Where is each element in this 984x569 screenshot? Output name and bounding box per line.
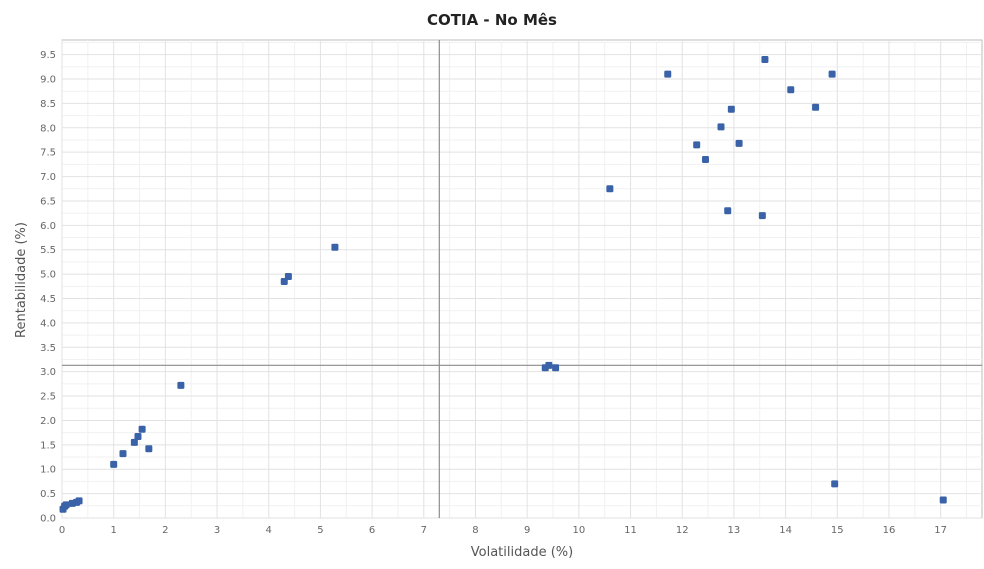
y-tick-label: 5.0 — [40, 270, 56, 281]
x-tick-label: 1 — [110, 525, 116, 536]
data-point — [727, 105, 735, 113]
y-tick-label: 6.0 — [40, 221, 56, 232]
y-tick-label: 1.0 — [40, 465, 56, 476]
data-point — [552, 364, 560, 372]
data-point — [284, 273, 292, 281]
y-axis-label: Rentabilidade (%) — [14, 222, 29, 338]
reference-lines — [62, 40, 982, 518]
y-tick-label: 0.5 — [40, 489, 56, 500]
x-tick-label: 0 — [59, 525, 65, 536]
y-tick-label: 4.5 — [40, 294, 56, 305]
x-tick-label: 9 — [524, 525, 530, 536]
data-point — [735, 139, 743, 147]
grid — [61, 39, 983, 519]
data-point — [812, 103, 820, 111]
plot-area — [61, 39, 983, 519]
x-tick-label: 4 — [266, 525, 272, 536]
data-point — [758, 212, 766, 220]
x-tick-label: 13 — [728, 525, 741, 536]
y-tick-label: 7.0 — [40, 172, 56, 183]
data-point — [828, 70, 836, 78]
data-point — [130, 438, 138, 446]
x-tick-label: 5 — [317, 525, 323, 536]
data-point — [724, 207, 732, 215]
x-tick-label: 2 — [162, 525, 168, 536]
x-axis-label: Volatilidade (%) — [471, 545, 573, 560]
y-tick-label: 9.5 — [40, 50, 56, 61]
data-point — [831, 480, 839, 488]
data-point — [331, 243, 339, 251]
data-point — [75, 497, 83, 505]
y-tick-label: 3.5 — [40, 343, 56, 354]
y-tick-label: 1.5 — [40, 440, 56, 451]
x-tick-label: 15 — [831, 525, 844, 536]
data-point — [138, 425, 146, 433]
x-tick-label: 12 — [676, 525, 689, 536]
x-tick-label: 10 — [572, 525, 585, 536]
y-tick-label: 7.5 — [40, 148, 56, 159]
data-point — [606, 185, 614, 193]
y-tick-label: 2.0 — [40, 416, 56, 427]
data-point — [145, 445, 153, 453]
x-tick-label: 14 — [779, 525, 792, 536]
data-point — [664, 70, 672, 78]
y-tick-label: 4.0 — [40, 318, 56, 329]
x-tick-label: 17 — [934, 525, 947, 536]
data-point — [787, 86, 795, 94]
y-tick-label: 0.0 — [40, 514, 56, 525]
chart-title: COTIA - No Mês — [427, 11, 557, 29]
x-tick-label: 7 — [421, 525, 427, 536]
y-tick-label: 6.5 — [40, 196, 56, 207]
data-point — [177, 381, 185, 389]
y-tick-label: 2.5 — [40, 392, 56, 403]
data-point — [761, 56, 769, 64]
data-point — [134, 433, 142, 441]
y-tick-label: 9.0 — [40, 75, 56, 86]
tick-labels: 0 1 2 3 4 5 6 7 8 9 10 11 12 13 14 15 16 170.00.51.01.52.… — [40, 50, 947, 536]
x-tick-label: 6 — [369, 525, 375, 536]
data-points — [59, 56, 947, 513]
y-tick-label: 5.5 — [40, 245, 56, 256]
y-tick-label: 8.0 — [40, 123, 56, 134]
data-point — [717, 123, 725, 131]
x-tick-label: 3 — [214, 525, 220, 536]
data-point — [119, 450, 127, 458]
data-point — [693, 141, 701, 149]
x-tick-label: 11 — [624, 525, 637, 536]
x-tick-label: 16 — [883, 525, 896, 536]
x-tick-label: 8 — [472, 525, 478, 536]
y-tick-label: 8.5 — [40, 99, 56, 110]
data-point — [939, 496, 947, 504]
y-tick-label: 3.0 — [40, 367, 56, 378]
data-point — [545, 361, 553, 369]
data-point — [62, 501, 70, 509]
data-point — [701, 156, 709, 163]
data-point — [110, 460, 118, 468]
